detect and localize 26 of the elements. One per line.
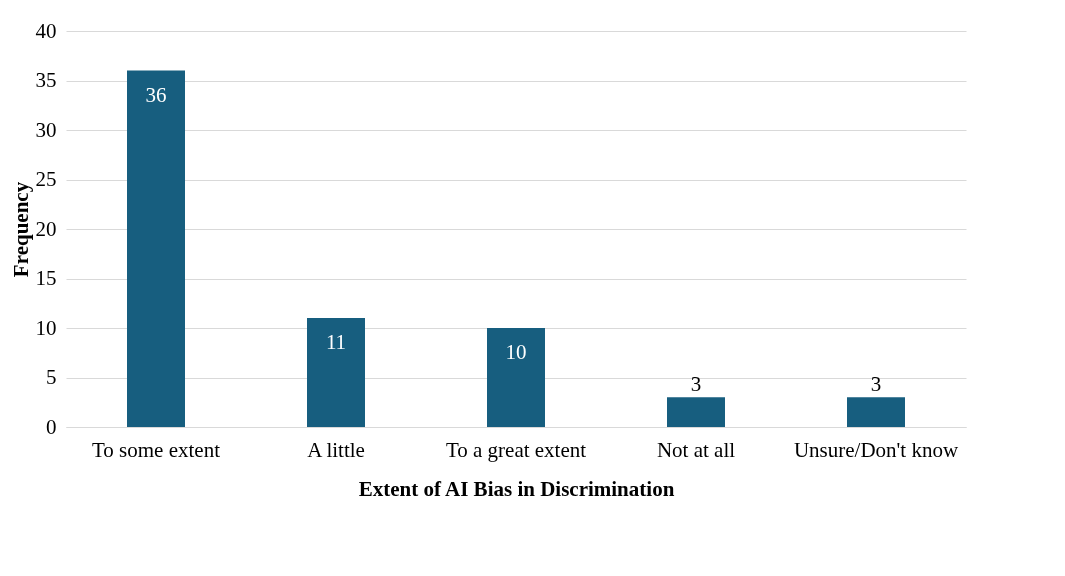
data-label: 3 [690,372,702,397]
y-tick-label: 0 [46,414,57,439]
data-label: 10 [505,340,527,364]
y-tick-label: 25 [35,167,57,191]
y-tick-label: 5 [46,365,57,389]
bar [127,70,185,427]
data-label: 3 [870,372,882,397]
x-tick-label: Unsure/Don't know [793,437,959,462]
y-axis-title: Frequency [8,181,33,278]
bar [847,397,905,427]
x-tick-label: To some extent [92,437,221,462]
y-tick-label: 20 [35,216,57,241]
y-tick-label: 10 [35,315,57,340]
x-axis-title: Extent of AI Bias in Discrimination [358,476,675,501]
x-tick-label: A little [307,437,365,462]
y-tick-label: 30 [35,117,57,142]
bar [487,328,545,427]
x-tick-label: To a great extent [445,437,587,462]
x-tick-label: Not at all [656,437,736,462]
y-tick-label: 40 [35,18,57,43]
data-label: 11 [325,330,347,355]
bar [307,318,365,427]
y-tick-label: 35 [35,68,57,92]
data-label: 36 [145,82,167,107]
y-tick-label: 15 [35,266,57,290]
bar [667,397,725,427]
